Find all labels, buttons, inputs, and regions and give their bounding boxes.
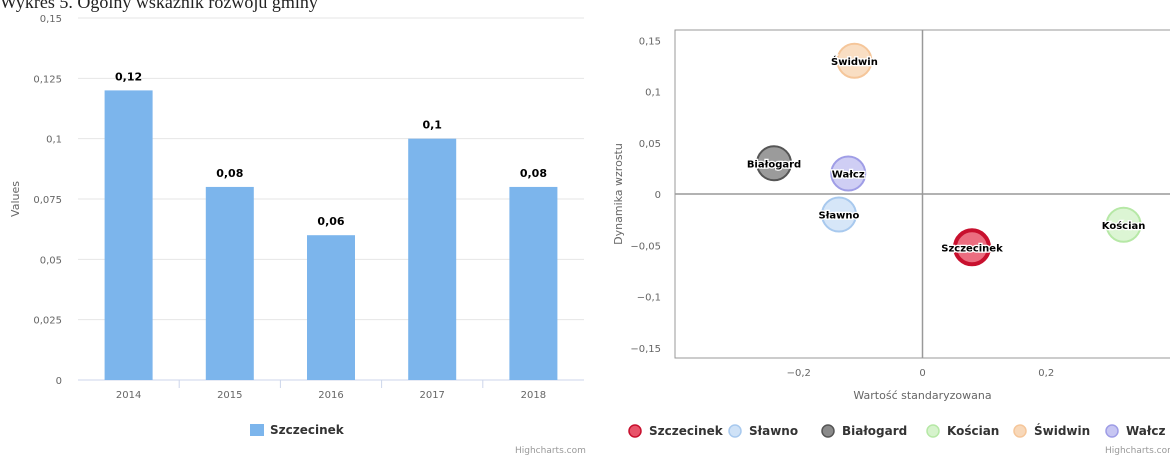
bubble-białogard[interactable]: Białogard xyxy=(746,145,802,182)
bar-x-tick: 2014 xyxy=(116,390,141,401)
bar-x-tick: 2017 xyxy=(419,390,444,401)
bubble-sławno[interactable]: Sławno xyxy=(817,196,861,233)
bar-2015[interactable] xyxy=(205,186,254,380)
bubble-y-tick: 0,15 xyxy=(639,36,661,47)
bar-2014[interactable] xyxy=(104,90,153,381)
bar-x-tick: 2016 xyxy=(318,390,343,401)
legend-marker-szczecinek xyxy=(628,424,642,438)
bubble-y-tick: 0,1 xyxy=(645,88,661,99)
bubble-chart: −0,15 −0,1 −0,05 0 0,05 0,1 0,15 −0,2 0 0,2 Szcz… xyxy=(612,29,1170,438)
legend-label-świdwin[interactable]: Świdwin xyxy=(1034,423,1090,438)
bar-y-tick: 0,125 xyxy=(33,74,62,85)
bar-data-label: 0,12 xyxy=(115,70,142,83)
legend-marker-sławno xyxy=(728,424,742,438)
bubble-wałcz[interactable]: Wałcz xyxy=(830,155,867,192)
bubble-legend[interactable]: Szczecinek Sławno Białogard Kościan Świdwin W… xyxy=(628,423,1165,438)
bubble-point-label: Białogard xyxy=(747,159,801,170)
bar-2016[interactable] xyxy=(307,235,355,380)
bar-2018[interactable] xyxy=(509,186,558,380)
legend-label-sławno[interactable]: Sławno xyxy=(749,424,798,438)
bar-y-tick: 0,1 xyxy=(46,135,62,146)
bubble-świdwin[interactable]: Świdwin xyxy=(830,42,879,79)
bar-data-label: 0,06 xyxy=(317,215,344,228)
bar-y-axis-label: Values xyxy=(9,181,22,217)
bar-data-labels: 0,12 0,08 0,06 0,1 0,08 xyxy=(115,70,547,228)
bubble-kościan[interactable]: Kościan xyxy=(1101,206,1147,243)
bubble-point[interactable] xyxy=(953,228,991,267)
bubble-credit[interactable]: Highcharts.com xyxy=(1105,446,1170,456)
bubble-y-tick: −0,1 xyxy=(637,293,661,304)
bubble-point-label: Kościan xyxy=(1102,220,1146,232)
bubble-point[interactable] xyxy=(836,42,873,79)
bar-data-label: 0,08 xyxy=(520,167,547,180)
bubble-x-tick-labels: −0,2 0 0,2 xyxy=(787,368,1055,379)
bubble-x-tick: 0,2 xyxy=(1038,368,1054,379)
bar-x-tick-labels: 2014 2015 2016 2017 2018 xyxy=(116,380,546,401)
bar-credit[interactable]: Highcharts.com xyxy=(515,446,586,456)
legend-marker-świdwin xyxy=(1013,424,1027,438)
legend-swatch-szczecinek xyxy=(250,424,264,436)
bar-data-label: 0,08 xyxy=(216,167,243,180)
bubble-y-tick-labels: −0,15 −0,1 −0,05 0 0,05 0,1 0,15 xyxy=(630,36,661,355)
bar-x-tick: 2015 xyxy=(217,390,242,401)
legend-marker-kościan xyxy=(926,424,940,438)
bubble-y-tick: 0,05 xyxy=(639,139,661,150)
legend-label-szczecinek[interactable]: Szczecinek xyxy=(649,424,724,438)
bar-legend[interactable]: Szczecinek xyxy=(250,423,345,437)
bar-y-tick: 0 xyxy=(56,376,62,387)
bubble-y-tick: 0 xyxy=(655,190,661,201)
bar-y-tick: 0,025 xyxy=(33,316,62,327)
legend-label-szczecinek[interactable]: Szczecinek xyxy=(270,423,345,437)
bar-x-tick: 2018 xyxy=(521,390,546,401)
bubble-point-label: Świdwin xyxy=(831,55,878,68)
bar-y-tick: 0,15 xyxy=(40,14,62,25)
bubble-point-label: Wałcz xyxy=(832,170,865,181)
legend-marker-wałcz xyxy=(1105,424,1119,438)
legend-label-kościan[interactable]: Kościan xyxy=(947,424,999,438)
bar-chart: 0 0,025 0,05 0,075 0,1 0,125 0,15 0,12 0,08 0,06… xyxy=(9,14,584,437)
bar-y-tick-labels: 0 0,025 0,05 0,075 0,1 0,125 0,15 xyxy=(33,14,62,387)
bubble-axes xyxy=(674,29,1170,359)
legend-label-białogard[interactable]: Białogard xyxy=(842,424,907,438)
bubble-point-label: Szczecinek xyxy=(941,243,1003,254)
bubble-szczecinek[interactable]: Szczecinek xyxy=(940,228,1004,267)
bar-y-tick: 0,075 xyxy=(33,195,62,206)
bubble-x-tick: 0 xyxy=(919,368,925,379)
bubble-y-axis-label: Dynamika wzrostu xyxy=(612,143,625,245)
bubble-series: Szczecinek Sławno Białogard Kościan Świdwin W… xyxy=(746,42,1147,267)
bar-y-tick: 0,05 xyxy=(40,255,62,266)
bubble-point-label: Sławno xyxy=(819,211,860,222)
bubble-point[interactable] xyxy=(756,145,792,182)
bar-data-label: 0,1 xyxy=(422,119,442,132)
bubble-y-tick: −0,05 xyxy=(630,241,661,252)
legend-marker-białogard xyxy=(821,424,835,438)
bubble-point[interactable] xyxy=(820,196,857,233)
bubble-point[interactable] xyxy=(1105,206,1142,243)
bubble-y-tick: −0,15 xyxy=(630,344,661,355)
bubble-point[interactable] xyxy=(830,155,867,192)
figure-caption: Wykres 5. Ogólny wskaźnik rozwoju gminy xyxy=(0,0,318,12)
bar-2017[interactable] xyxy=(408,138,457,380)
bubble-x-tick: −0,2 xyxy=(787,368,811,379)
legend-label-wałcz[interactable]: Wałcz xyxy=(1126,424,1165,438)
bar-series xyxy=(104,90,558,381)
bubble-x-axis-label: Wartość standaryzowana xyxy=(853,389,991,402)
